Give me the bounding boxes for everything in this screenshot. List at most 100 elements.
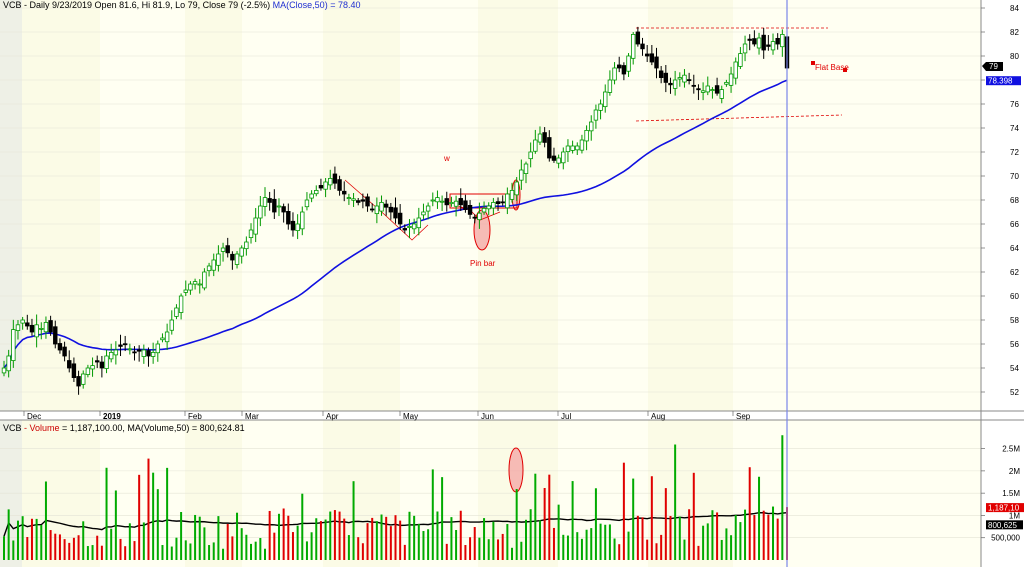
- candle-body: [393, 207, 398, 219]
- volume-bar: [208, 545, 211, 560]
- candle-body: [421, 211, 426, 216]
- volume-bar: [291, 532, 294, 560]
- price-tick-label: 56: [1010, 340, 1019, 349]
- volume-bar: [310, 532, 313, 560]
- candle-body: [444, 198, 449, 206]
- candle-body: [672, 79, 678, 89]
- candle-body: [561, 151, 566, 164]
- volume-bar: [16, 520, 19, 560]
- volume-bar: [114, 490, 117, 560]
- candle-body: [603, 91, 608, 108]
- volume-bar: [385, 516, 388, 560]
- volume-bar: [487, 539, 490, 560]
- volume-bar: [781, 435, 784, 560]
- volume-bar: [138, 474, 141, 560]
- candle-body: [230, 253, 235, 261]
- price-tick-label: 84: [1010, 4, 1019, 13]
- volume-bar: [599, 523, 602, 560]
- volume-bar: [473, 527, 476, 560]
- volume-bar: [678, 516, 681, 560]
- volume-bar: [767, 514, 770, 560]
- volume-tick-label: 2.5M: [1002, 445, 1020, 454]
- volume-bar: [417, 523, 420, 560]
- month-band: [100, 0, 185, 411]
- flat-base-label: Flat Base: [815, 63, 849, 72]
- time-label: Mar: [245, 412, 259, 421]
- volume-bar: [762, 510, 765, 560]
- candle-body: [607, 79, 613, 93]
- volume-spike-ellipse: [508, 447, 524, 493]
- ma-value-label: 78.398: [988, 77, 1013, 86]
- candle-body: [225, 245, 230, 254]
- month-band: [0, 0, 22, 411]
- volume-bar: [459, 510, 462, 560]
- volume-bar: [333, 510, 336, 560]
- price-tick-label: 54: [1010, 364, 1019, 373]
- volume-bar: [212, 542, 215, 560]
- candle-body: [244, 241, 249, 250]
- volume-bar: [604, 524, 607, 560]
- price-tick-label: 68: [1010, 196, 1019, 205]
- candle-body: [351, 198, 356, 201]
- time-label: May: [403, 412, 418, 421]
- volume-bar: [618, 544, 621, 560]
- volume-bar: [492, 521, 495, 560]
- volume-bar: [352, 481, 355, 560]
- volume-bar: [3, 536, 5, 560]
- candle-body: [654, 56, 659, 69]
- month-band: [733, 0, 981, 411]
- volume-bar: [422, 531, 425, 560]
- candle-body: [742, 43, 748, 54]
- candle-body: [658, 70, 664, 78]
- volume-bar: [702, 525, 705, 560]
- volume-bar: [49, 530, 52, 560]
- volume-bar: [758, 476, 761, 560]
- candle-body: [556, 157, 561, 164]
- candle-body: [136, 349, 142, 352]
- candle-body: [118, 344, 123, 347]
- candle-body: [57, 343, 63, 351]
- month-band: [22, 0, 100, 411]
- price-tick-label: 82: [1010, 28, 1019, 37]
- candle-body: [626, 55, 631, 72]
- volume-bar: [315, 518, 318, 560]
- volume-bar: [82, 521, 85, 560]
- candle-body: [71, 363, 77, 379]
- candle-body: [122, 343, 128, 346]
- volume-bar: [361, 543, 364, 560]
- candle-body: [192, 281, 198, 285]
- candle-body: [90, 365, 95, 370]
- volume-bar: [343, 518, 346, 560]
- candle-body: [397, 212, 403, 225]
- month-band: [648, 0, 733, 411]
- candle-body: [281, 206, 286, 213]
- month-band: [22, 420, 100, 567]
- volume-bar: [389, 526, 392, 560]
- volume-bar: [543, 488, 546, 560]
- volume-bar: [180, 512, 183, 560]
- time-label: Apr: [326, 412, 339, 421]
- candle-body: [248, 229, 254, 239]
- volume-bar: [63, 539, 66, 560]
- volume-bar: [68, 542, 71, 560]
- candle-body: [589, 121, 594, 132]
- volume-bar: [706, 523, 709, 560]
- month-band: [648, 420, 733, 567]
- volume-bar: [711, 510, 714, 560]
- volume-bar: [394, 515, 397, 560]
- volume-bar: [520, 541, 523, 560]
- candle-body: [542, 132, 547, 143]
- candle-body: [183, 289, 188, 293]
- candle-body: [337, 179, 342, 191]
- volume-bar: [100, 545, 103, 560]
- volume-bar: [515, 489, 518, 560]
- candle-body: [160, 337, 165, 341]
- candle-body: [62, 346, 67, 357]
- volume-bar: [282, 508, 285, 560]
- candle-body: [598, 103, 603, 111]
- volume-bar: [772, 506, 775, 560]
- candle-body: [407, 225, 412, 228]
- volume-bar: [240, 528, 243, 560]
- chart-overlay: w Pin bar Flat Base: [443, 0, 849, 567]
